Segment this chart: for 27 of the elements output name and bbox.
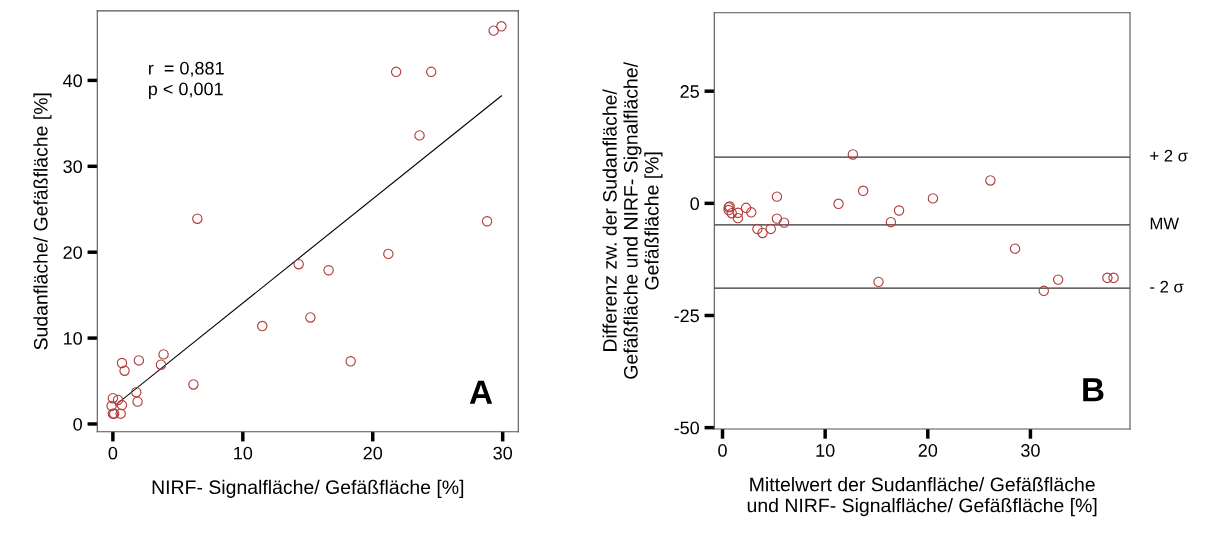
x-tick-label: 0 (108, 446, 118, 460)
y-axis-title: Differenz zw. der Sudanfläche/ Gefäßfläche und NIRF- Signalfläche/ Gefäßfläche [%] (602, 61, 663, 379)
ref-line-label: - 2 σ (1150, 280, 1184, 293)
y-tick-label: 30 (63, 160, 82, 174)
y-tick-label: 0 (690, 197, 700, 211)
ref-line-label: + 2 σ (1150, 149, 1188, 162)
x-tick-label: 30 (493, 446, 513, 460)
y-tick-label: 10 (64, 332, 82, 345)
ref-line-label: MW (1150, 217, 1179, 230)
annotation: B (1083, 378, 1104, 402)
y-tick-label: 40 (63, 74, 82, 88)
y-axis-title: Sudanfläche/ Gefäßfläche [%] (33, 93, 52, 350)
x-axis-title: Mittelwert der Sudanfläche/ Gefäßfläche und NIRF- Signalfläche/ Gefäßfläche [%] (747, 477, 1097, 517)
x-axis-title: NIRF- Signalfläche/ Gefäßfläche [%] (152, 479, 464, 498)
annotation: A (469, 380, 493, 404)
x-tick-label: 30 (1021, 444, 1040, 457)
x-tick-label: 20 (918, 444, 938, 457)
y-tick-label: 0 (73, 417, 82, 431)
y-tick-label: 20 (63, 246, 82, 259)
x-tick-label: 10 (234, 446, 253, 460)
y-tick-label: 25 (680, 85, 699, 98)
y-tick-label: -25 (674, 309, 699, 323)
x-tick-label: 0 (718, 444, 727, 457)
x-tick-label: 10 (816, 444, 835, 457)
y-tick-label: -50 (674, 421, 700, 435)
x-tick-label: 20 (363, 446, 383, 460)
annotation: r = 0,881 p < 0,001 (148, 61, 224, 99)
